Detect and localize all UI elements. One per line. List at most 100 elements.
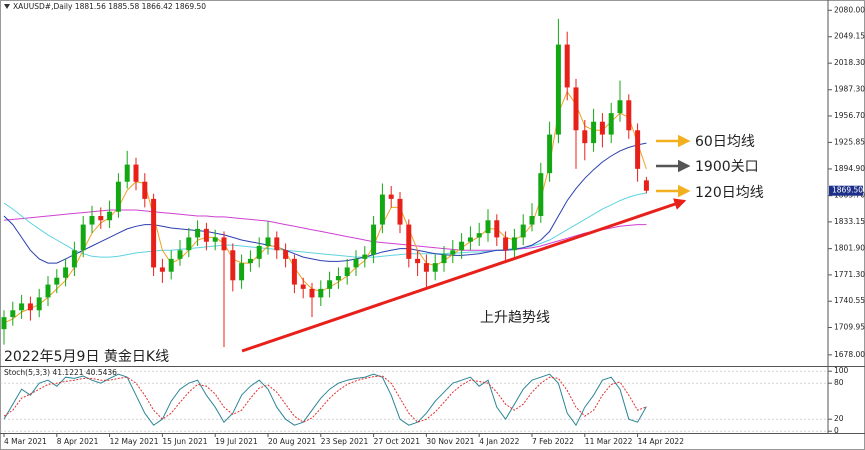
x-tick-label: 7 Feb 2022 [532,437,574,446]
candle-body [1,317,7,330]
stoch-line [3,375,647,423]
x-tick-label: 14 Apr 2022 [638,437,685,446]
x-tick-label: 12 May 2021 [110,437,159,446]
y-tick-label: 2018.30 [834,58,865,67]
y-tick-label: 1956.70 [834,111,865,120]
candle-body [239,263,245,281]
candle-body [186,237,192,251]
high: 1885.58 [108,2,139,11]
candle-body [63,267,69,278]
moving-average [3,192,647,258]
candle-body [626,100,632,131]
candle-body [98,216,104,221]
candle-body [80,224,86,251]
x-tick-label: 11 Mar 2022 [585,437,633,446]
d-value: 40.5436 [86,368,117,377]
candle-body [529,216,535,225]
x-tick-label: 27 Oct 2021 [374,437,421,446]
y-tick-label: 0 [834,426,839,435]
annotation: 60日均线 [695,134,755,150]
candle-body [45,284,51,298]
x-tick-label: 15 Jun 2021 [162,437,207,446]
candle-body [133,164,139,182]
candle-body [71,250,77,268]
candle-body [397,198,403,225]
x-tick-label: 30 Nov 2021 [426,437,474,446]
annotation: 120日均线 [695,185,764,201]
candle-body [54,277,60,285]
candle-body [441,254,447,264]
candle-body [476,233,482,238]
candle-body [265,237,271,246]
x-tick-label: 8 Apr 2021 [57,437,99,446]
caption: 2022年5月9日 黄金日K线 [4,348,169,365]
y-tick-label: 80 [834,378,844,387]
candle-body [582,130,588,144]
close: 1869.50 [175,2,206,11]
candle-body [467,237,473,242]
candle-body [177,250,183,259]
candle-body [142,181,148,199]
y-tick-label: 1801.90 [834,244,865,253]
plot [0,18,828,432]
y-tick-label: 1894.90 [834,164,865,173]
candle-body [27,303,33,311]
low: 1866.42 [142,2,173,11]
y-tick-label: 2080.00 [834,5,865,14]
candle-body [327,280,333,289]
candle-body [353,258,359,268]
open: 1881.56 [75,2,106,11]
candle-body [283,250,289,259]
header: XAUUSD#,Daily 1881.56 1885.58 1866.42 18… [13,2,206,11]
candle-body [212,237,218,242]
candle-body [423,263,429,272]
menu-triangle [4,4,10,9]
k-value: 41.1221 [53,368,84,377]
candle-body [362,254,368,259]
candle-body [256,246,262,259]
x-tick-label: 23 Sep 2021 [321,437,369,446]
annotation: 1900关口 [695,159,759,175]
annotation: 上升趋势线 [480,310,550,326]
candle-body [511,237,517,251]
candle-body [115,181,121,212]
candle-body [503,237,509,251]
candle-body [555,44,561,135]
x-tick-label: 19 Jul 2021 [215,437,258,446]
candle-body [89,216,95,225]
candle-body [538,173,544,216]
candle-body [459,241,465,251]
candle-body [168,258,174,272]
candle-body [291,258,297,285]
y-tick-label: 20 [834,414,844,423]
candle-body [151,198,157,268]
y-tick-label: 1771.30 [834,270,865,279]
indicator-name: Stoch(5,3,3) [4,368,50,377]
price-label: 1869.50 [832,186,863,195]
candle-body [159,267,165,272]
candle-body [107,211,113,221]
candle-body [450,250,456,255]
moving-average [3,142,647,264]
candle-body [36,297,42,311]
candle-body [379,194,385,225]
y-tick-label: 2049.15 [834,32,865,41]
candle-body [564,44,570,88]
candle-body [124,164,130,182]
x-tick-label: 4 Jan 2022 [479,437,519,446]
candle-body [406,224,412,259]
candle-body [643,180,649,191]
candle-body [221,237,227,251]
candle-body [520,224,526,238]
trend-line [241,198,687,353]
candle-body [617,100,623,114]
candle-body [274,237,280,251]
candle-body [599,121,605,135]
candle-body [415,258,421,264]
y-tick-label: 1925.85 [834,137,865,146]
y-tick-label: 100 [834,366,849,375]
candle-body [371,224,377,255]
candle-body [573,87,579,131]
candle-body [494,220,500,238]
